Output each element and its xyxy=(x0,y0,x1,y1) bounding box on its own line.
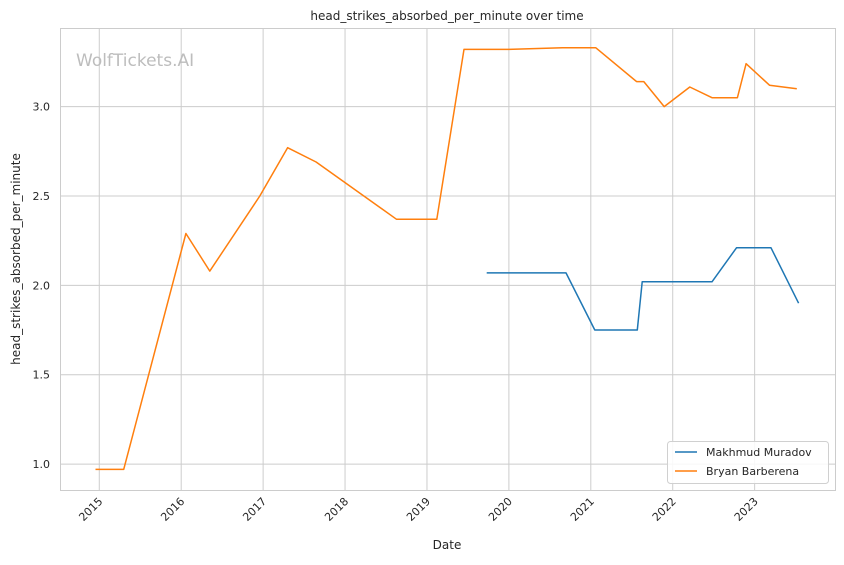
x-tick-label: 2016 xyxy=(158,495,187,524)
y-tick-label: 2.0 xyxy=(33,279,51,292)
x-tick-label: 2017 xyxy=(240,495,269,524)
series-line-bryan-barberena xyxy=(95,46,797,471)
x-tick-label: 2021 xyxy=(568,495,597,524)
legend-label-bryan-barberena: Bryan Barberena xyxy=(706,465,799,478)
x-tick-label: 2020 xyxy=(486,495,515,524)
x-ticks: 2015 2016 2017 2018 2019 2020 2021 2022 2023 xyxy=(76,495,760,524)
series-line-makhmud-muradov xyxy=(486,247,800,331)
x-tick-label: 2022 xyxy=(650,495,679,524)
y-tick-label: 3.0 xyxy=(33,101,51,114)
y-axis-label: head_strikes_absorbed_per_minute xyxy=(9,153,23,365)
x-axis-label: Date xyxy=(433,538,462,552)
y-ticks: 1.0 1.5 2.0 2.5 3.0 xyxy=(33,101,51,471)
x-tick-label: 2018 xyxy=(322,495,351,524)
x-tick-label: 2019 xyxy=(404,495,433,524)
x-tick-label: 2023 xyxy=(732,495,761,524)
legend-label-makhmud-muradov: Makhmud Muradov xyxy=(706,446,812,459)
series-lines xyxy=(95,46,800,471)
plot-frame xyxy=(60,28,836,491)
y-tick-label: 1.5 xyxy=(33,369,51,382)
watermark: WolfTickets.AI xyxy=(76,51,194,71)
chart-title: head_strikes_absorbed_per_minute over ti… xyxy=(310,9,583,23)
y-tick-label: 1.0 xyxy=(33,458,51,471)
x-tick-label: 2015 xyxy=(76,495,105,524)
legend: Makhmud Muradov Bryan Barberena xyxy=(667,441,829,484)
y-tick-label: 2.5 xyxy=(33,190,51,203)
